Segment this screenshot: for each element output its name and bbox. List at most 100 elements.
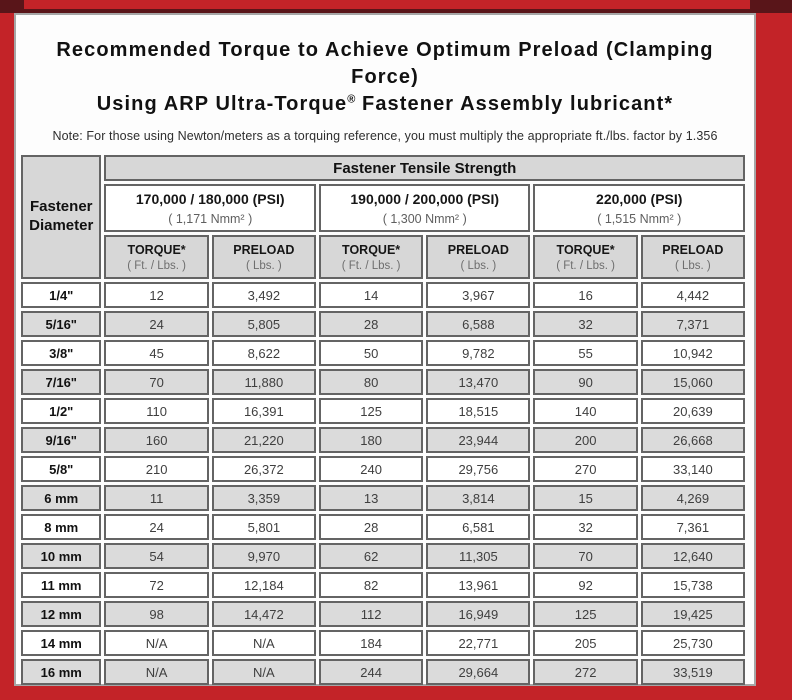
diameter-cell: 8 mm <box>21 514 102 540</box>
preload-value-cell: 4,442 <box>640 282 745 308</box>
torque-value-cell: 54 <box>104 543 209 569</box>
preload-value-cell: 25,730 <box>640 630 745 656</box>
preload-value-cell: 33,140 <box>640 456 745 482</box>
preload-value-cell: 21,220 <box>211 427 316 453</box>
preload-value-cell: 9,970 <box>211 543 316 569</box>
diameter-cell: 9/16" <box>21 427 102 453</box>
torque-value-cell: 200 <box>533 427 638 453</box>
table-row: 8 mm 24 5,801 28 6,581 32 7,361 <box>21 514 745 540</box>
preload-value-cell: 3,967 <box>426 282 531 308</box>
psi-header-row: 170,000 / 180,000 (PSI) ( 1,171 Nmm² ) 1… <box>21 184 745 232</box>
fastener-diameter-header: Fastener Diameter <box>21 155 102 279</box>
torque-value-cell: 50 <box>318 340 424 366</box>
torque-value-cell: 14 <box>318 282 424 308</box>
torque-value-cell: 72 <box>104 572 209 598</box>
preload-value-cell: 29,664 <box>426 659 531 685</box>
torque-value-cell: 24 <box>104 311 209 337</box>
torque-value-cell: 55 <box>533 340 638 366</box>
torque-value-cell: 11 <box>104 485 209 511</box>
preload-value-cell: 11,305 <box>426 543 531 569</box>
torque-value-cell: 70 <box>104 369 209 395</box>
table-row: 1/4" 12 3,492 14 3,967 16 4,442 <box>21 282 745 308</box>
diameter-cell: 1/2" <box>21 398 102 424</box>
title-line2: Using ARP Ultra-Torque® Fastener Assembl… <box>96 93 674 115</box>
torque-value-cell: 45 <box>104 340 209 366</box>
top-dark-corner-right <box>750 0 792 13</box>
torque-value-cell: 110 <box>104 398 209 424</box>
torque-value-cell: 82 <box>318 572 424 598</box>
preload-value-cell: 26,668 <box>640 427 745 453</box>
torque-value-cell: 28 <box>318 514 424 540</box>
preload-value-cell: 5,805 <box>211 311 316 337</box>
preload-value-cell: 16,391 <box>211 398 316 424</box>
torque-value-cell: 15 <box>533 485 638 511</box>
unit-header-row: TORQUE* ( Ft. / Lbs. ) PRELOAD ( Lbs. ) … <box>21 235 745 279</box>
table-row: 12 mm 98 14,472 112 16,949 125 19,425 <box>21 601 745 627</box>
table-row: 7/16" 70 11,880 80 13,470 90 15,060 <box>21 369 745 395</box>
preload-value-cell: 26,372 <box>211 456 316 482</box>
table-row: 14 mm N/A N/A 184 22,771 205 25,730 <box>21 630 745 656</box>
psi-group-header-1: 170,000 / 180,000 (PSI) ( 1,171 Nmm² ) <box>104 184 316 232</box>
top-dark-corner-left <box>0 0 24 13</box>
preload-value-cell: 5,801 <box>211 514 316 540</box>
psi-label: 170,000 / 180,000 (PSI) <box>135 190 285 207</box>
table-row: 5/8" 210 26,372 240 29,756 270 33,140 <box>21 456 745 482</box>
torque-value-cell: 70 <box>533 543 638 569</box>
torque-value-cell: 62 <box>318 543 424 569</box>
preload-value-cell: 11,880 <box>211 369 316 395</box>
torque-value-cell: 28 <box>318 311 424 337</box>
preload-value-cell: 3,359 <box>211 485 316 511</box>
psi-group-header-3: 220,000 (PSI) ( 1,515 Nmm² ) <box>533 184 745 232</box>
preload-value-cell: 3,492 <box>211 282 316 308</box>
torque-value-cell: 210 <box>104 456 209 482</box>
diameter-cell: 11 mm <box>21 572 102 598</box>
preload-value-cell: 12,640 <box>640 543 745 569</box>
nmm-label: ( 1,300 Nmm² ) <box>382 211 467 226</box>
preload-value-cell: 7,371 <box>640 311 745 337</box>
preload-value-cell: 18,515 <box>426 398 531 424</box>
torque-value-cell: 112 <box>318 601 424 627</box>
group-header-row: Fastener Diameter Fastener Tensile Stren… <box>21 155 745 279</box>
preload-value-cell: 22,771 <box>426 630 531 656</box>
preload-value-cell: N/A <box>211 630 316 656</box>
torque-value-cell: N/A <box>104 659 209 685</box>
preload-value-cell: 13,470 <box>426 369 531 395</box>
preload-value-cell: 8,622 <box>211 340 316 366</box>
torque-value-cell: 180 <box>318 427 424 453</box>
unit-subtext: ( Ft. / Lbs. ) <box>556 259 615 272</box>
diameter-cell: 7/16" <box>21 369 102 395</box>
torque-value-cell: 32 <box>533 311 638 337</box>
preload-value-cell: 19,425 <box>640 601 745 627</box>
torque-value-cell: 98 <box>104 601 209 627</box>
diameter-cell: 16 mm <box>21 659 102 685</box>
torque-value-cell: 92 <box>533 572 638 598</box>
unit-subtext: ( Ft. / Lbs. ) <box>127 259 186 272</box>
preload-value-cell: 15,060 <box>640 369 745 395</box>
nmm-label: ( 1,515 Nmm² ) <box>597 211 682 226</box>
psi-label: 190,000 / 200,000 (PSI) <box>350 190 500 207</box>
preload-value-cell: 13,961 <box>426 572 531 598</box>
torque-value-cell: 80 <box>318 369 424 395</box>
note-text: Note: For those using Newton/meters as a… <box>52 129 718 143</box>
torque-value-cell: N/A <box>104 630 209 656</box>
table-row: 6 mm 11 3,359 13 3,814 15 4,269 <box>21 485 745 511</box>
top-dark-strip <box>0 9 792 13</box>
table-row: 10 mm 54 9,970 62 11,305 70 12,640 <box>21 543 745 569</box>
preload-value-cell: 4,269 <box>640 485 745 511</box>
torque-table: Fastener Diameter Fastener Tensile Stren… <box>18 152 748 688</box>
diameter-cell: 5/16" <box>21 311 102 337</box>
table-row: 3/8" 45 8,622 50 9,782 55 10,942 <box>21 340 745 366</box>
page-title: Recommended Torque to Achieve Optimum Pr… <box>26 37 744 118</box>
torque-value-cell: 205 <box>533 630 638 656</box>
registered-mark: ® <box>347 93 356 106</box>
torque-value-cell: 90 <box>533 369 638 395</box>
diameter-cell: 1/4" <box>21 282 102 308</box>
torque-value-cell: 125 <box>318 398 424 424</box>
preload-value-cell: 9,782 <box>426 340 531 366</box>
preload-value-cell: 10,942 <box>640 340 745 366</box>
torque-value-cell: 24 <box>104 514 209 540</box>
preload-value-cell: N/A <box>211 659 316 685</box>
psi-group-header-2: 190,000 / 200,000 (PSI) ( 1,300 Nmm² ) <box>318 184 531 232</box>
unit-subtext: ( Lbs. ) <box>460 259 497 272</box>
torque-column-header: TORQUE* ( Ft. / Lbs. ) <box>533 235 638 279</box>
